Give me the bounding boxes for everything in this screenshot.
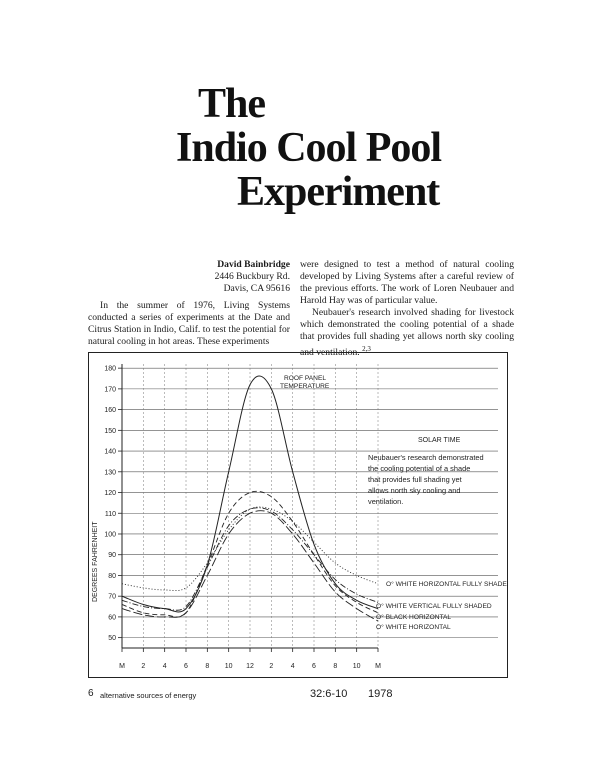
y-tick-label: 70 xyxy=(108,594,116,601)
y-axis-label: DEGREES FAHRENHEIT xyxy=(92,521,99,602)
series-line xyxy=(121,507,379,611)
author-city: Davis, CA 95616 xyxy=(223,283,290,294)
x-tick-label: 4 xyxy=(163,663,167,670)
series-label: O° BLACK HORIZONTAL xyxy=(376,613,451,621)
series-line xyxy=(121,510,379,622)
issue-number: 32:6-10 xyxy=(310,688,348,700)
x-tick-label: 8 xyxy=(205,663,209,670)
article-title-line-3: Experiment xyxy=(237,169,440,215)
publication-year: 1978 xyxy=(368,688,393,700)
x-tick-label: 8 xyxy=(333,663,337,670)
x-tick-label: 4 xyxy=(291,663,295,670)
y-tick-label: 170 xyxy=(104,386,116,393)
x-tick-label: 6 xyxy=(312,663,316,670)
series-label: O° WHITE HORIZONTAL xyxy=(376,623,451,631)
y-tick-label: 180 xyxy=(104,366,116,373)
series-label: TEMPERATURE xyxy=(280,383,330,390)
chart-border xyxy=(88,352,508,678)
temperature-chart: 50 60 70 80 90 100 110 120 130 140 150 160 170 180 M 2 4… xyxy=(88,352,508,678)
y-tick-label: 90 xyxy=(108,552,116,559)
body-paragraph-text: Neubauer's research involved shading for… xyxy=(300,307,514,359)
y-tick-label: 140 xyxy=(104,449,116,456)
chart-caption-line: that provides full shading yet xyxy=(368,475,462,484)
series-label: O° WHITE VERTICAL FULLY SHADED xyxy=(376,602,492,610)
article-title-line-1: The xyxy=(198,81,266,127)
y-tick-label: 130 xyxy=(104,469,116,476)
series-label: O° WHITE HORIZONTAL FULLY SHADED xyxy=(386,580,508,588)
author-name: David Bainbridge xyxy=(217,259,290,270)
x-tick-label: 10 xyxy=(225,663,233,670)
x-tick-label: M xyxy=(375,663,381,670)
body-paragraph: In the summer of 1976, Living Systems co… xyxy=(88,300,290,347)
y-tick-label: 150 xyxy=(104,428,116,435)
chart-axes xyxy=(118,364,379,652)
x-tick-label: 2 xyxy=(141,663,145,670)
x-tick-label: M xyxy=(119,663,125,670)
reference-marker: 2,3 xyxy=(362,345,371,353)
body-paragraph: were designed to test a method of natura… xyxy=(300,259,514,306)
y-tick-label: 80 xyxy=(108,573,116,580)
y-tick-label: 160 xyxy=(104,407,116,414)
solar-time-label: SOLAR TIME xyxy=(418,437,461,444)
series-line xyxy=(121,490,379,618)
body-column-left: In the summer of 1976, Living Systems co… xyxy=(88,300,290,348)
chart-series xyxy=(121,375,379,622)
chart-caption-line: ventilation. xyxy=(368,497,403,506)
x-tick-label: 6 xyxy=(184,663,188,670)
y-tick-label: 100 xyxy=(104,531,116,538)
y-tick-label: 120 xyxy=(104,490,116,497)
x-tick-label: 2 xyxy=(269,663,273,670)
byline: David Bainbridge 2446 Buckbury Rd. Davis… xyxy=(140,259,290,295)
series-line xyxy=(121,506,379,592)
y-tick-label: 110 xyxy=(105,511,116,518)
y-tick-label: 60 xyxy=(108,614,116,621)
chart-caption-line: Neubauer's research demonstrated xyxy=(368,453,484,462)
page-number: 6 xyxy=(88,688,94,699)
publication-name: alternative sources of energy xyxy=(100,691,197,700)
series-label: ROOF PANEL xyxy=(284,375,326,382)
chart-labels: 50 60 70 80 90 100 110 120 130 140 150 160 170 180 M 2 4… xyxy=(104,366,508,670)
chart-caption: Neubauer's research demonstrated the cool… xyxy=(368,453,484,506)
x-tick-label: 10 xyxy=(353,663,361,670)
chart-caption-line: the cooling potential of a shade xyxy=(368,464,470,473)
chart-caption-line: allows north sky cooling and xyxy=(368,486,460,495)
author-street: 2446 Buckbury Rd. xyxy=(214,271,290,282)
y-tick-label: 50 xyxy=(108,635,116,642)
x-tick-label: 12 xyxy=(246,663,254,670)
body-column-right: were designed to test a method of natura… xyxy=(300,259,514,359)
article-title-line-2: Indio Cool Pool xyxy=(176,125,442,171)
